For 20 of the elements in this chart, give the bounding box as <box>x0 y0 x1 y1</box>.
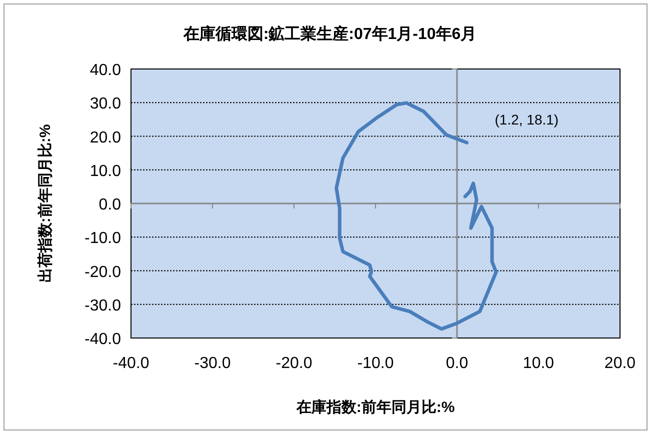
x-tick-label: 0.0 <box>446 355 468 372</box>
x-tick-label: -20.0 <box>276 355 312 372</box>
x-tick-label: -10.0 <box>357 355 394 372</box>
x-axis-title: 在庫指数:前年同月比:% <box>295 398 455 416</box>
y-tick-label: 20.0 <box>90 129 122 146</box>
y-tick-label: -20.0 <box>84 264 122 281</box>
annotation: (1.2, 18.1) <box>494 112 559 128</box>
y-tick-label: 40.0 <box>90 62 122 79</box>
y-tick-label: 30.0 <box>90 96 122 113</box>
y-tick-label: 10.0 <box>90 162 122 180</box>
y-tick-label: -10.0 <box>84 230 122 248</box>
x-tick-label: -30.0 <box>194 355 231 372</box>
y-tick-label: -30.0 <box>84 297 122 314</box>
y-tick-label: -40.0 <box>84 331 122 348</box>
x-tick-label: -40.0 <box>112 355 150 372</box>
x-tick-label: 10.0 <box>522 355 554 372</box>
x-tick-label: 20.0 <box>604 355 636 372</box>
chart-title: 在庫循環図:鉱工業生産:07年1月-10年6月 <box>182 24 477 43</box>
y-tick-label: 0.0 <box>98 196 122 214</box>
y-axis-title: 出荷指数:前年同月比:% <box>37 124 54 283</box>
